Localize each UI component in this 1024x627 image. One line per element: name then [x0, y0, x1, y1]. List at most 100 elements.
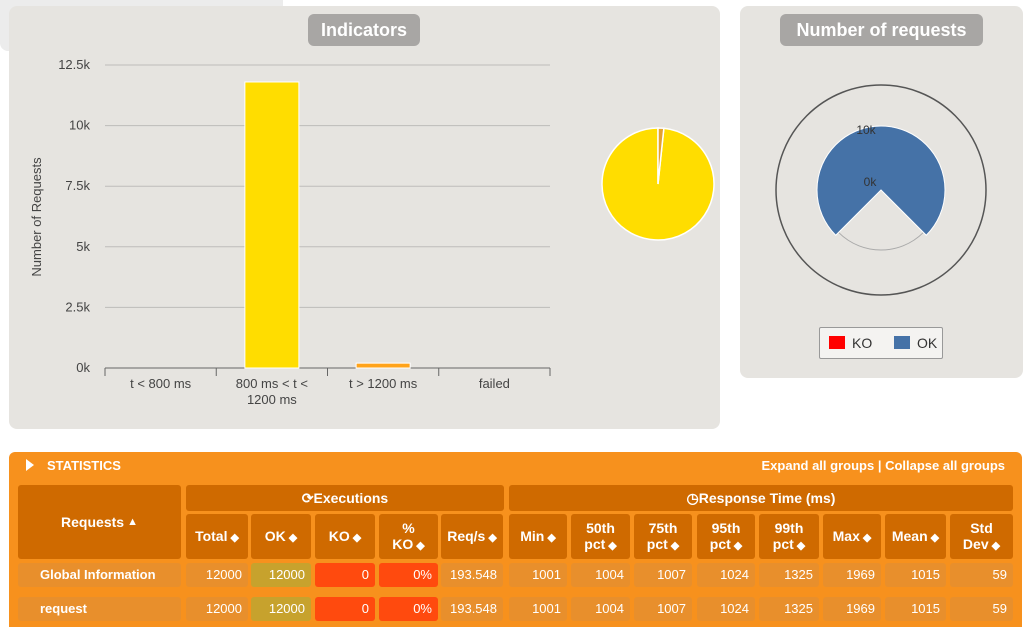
- table-cell: 193.548: [441, 563, 503, 587]
- table-cell: 1001: [509, 597, 567, 621]
- column-header-text: OK ◆: [264, 527, 298, 544]
- executions-group-header: ⟳ Executions: [186, 485, 504, 511]
- clock-icon: ◷: [686, 490, 699, 506]
- sort-icon[interactable]: ◆: [670, 539, 680, 552]
- column-header-text: 50th: [586, 519, 615, 536]
- table-cell: 1024: [697, 563, 755, 587]
- expand-all-groups-link[interactable]: Expand all groups: [761, 458, 875, 473]
- statistics-panel: STATISTICS Expand all groups | Collapse …: [9, 452, 1022, 627]
- column-header-ko[interactable]: % KO ◆: [379, 514, 438, 559]
- legend-ko-swatch[interactable]: [829, 336, 845, 349]
- bar: [244, 81, 300, 369]
- table-cell: 1015: [885, 563, 946, 587]
- column-header-label: Mean ◆: [892, 528, 939, 546]
- column-header-text: pct ◆: [646, 535, 680, 552]
- sort-icon[interactable]: ◆: [547, 531, 556, 544]
- column-header-text: Req/s ◆: [447, 527, 497, 544]
- table-cell: 1015: [885, 597, 946, 621]
- column-header-label: % KO ◆: [392, 520, 424, 554]
- sort-icon[interactable]: ◆: [488, 531, 497, 544]
- table-cell: 12000: [186, 597, 248, 621]
- x-tick-label: 800 ms < t <: [236, 376, 308, 391]
- y-axis-label: Number of Requests: [29, 157, 44, 277]
- requests-column-header[interactable]: Requests ▲: [18, 485, 181, 559]
- x-tick-label: 1200 ms: [247, 392, 297, 407]
- pie-slice: [657, 127, 665, 185]
- y-tick-label: 0k: [76, 360, 90, 375]
- sort-icon[interactable]: ◆: [608, 539, 617, 552]
- requests-header-label: Requests: [61, 514, 125, 530]
- sort-icon[interactable]: ◆: [991, 539, 1001, 552]
- sort-icon[interactable]: ◆: [416, 539, 425, 552]
- sort-icon[interactable]: ◆: [352, 531, 362, 544]
- bar: [355, 362, 411, 369]
- column-header-label: OK ◆: [265, 528, 297, 546]
- sort-icon[interactable]: ◆: [733, 539, 743, 552]
- table-row-name[interactable]: request: [18, 597, 181, 621]
- column-header-99th-pct[interactable]: 99th pct ◆: [759, 514, 819, 559]
- charts-canvas: 0k 2.5k 5k 7.5k 10k 12.5k Number of Requests t …: [29, 57, 987, 407]
- sort-icon[interactable]: ▲: [127, 516, 138, 528]
- table-cell: 0%: [379, 563, 438, 587]
- column-header-label: 75th pct ◆: [647, 520, 679, 554]
- column-header-label: Req/s ◆: [447, 528, 497, 546]
- link-separator: |: [874, 458, 886, 473]
- column-header-label: Max ◆: [833, 528, 872, 546]
- column-header-95th-pct[interactable]: 95th pct ◆: [697, 514, 755, 559]
- table-cell: 0%: [379, 597, 438, 621]
- column-header-label: 99th pct ◆: [773, 520, 805, 554]
- sort-icon[interactable]: ◆: [930, 531, 940, 544]
- column-header-mean[interactable]: Mean ◆: [885, 514, 946, 559]
- sort-icon[interactable]: ◆: [230, 531, 239, 544]
- table-cell: 59: [950, 597, 1013, 621]
- column-header-label: Min ◆: [520, 528, 556, 546]
- y-tick-label: 7.5k: [65, 178, 90, 193]
- table-cell: 1024: [697, 597, 755, 621]
- column-header-req-s[interactable]: Req/s ◆: [441, 514, 503, 559]
- x-tick-label: t < 800 ms: [130, 376, 192, 391]
- collapse-all-groups-link[interactable]: Collapse all groups: [885, 458, 1005, 473]
- table-cell: 0: [315, 597, 375, 621]
- column-header-std-dev[interactable]: Std Dev ◆: [950, 514, 1013, 559]
- column-header-text: Dev ◆: [962, 535, 1001, 552]
- legend-ok-swatch[interactable]: [894, 336, 910, 349]
- response-time-header-label: Response Time (ms): [698, 490, 836, 506]
- polar-ok-slice: [816, 125, 946, 236]
- table-cell: 1004: [571, 597, 630, 621]
- column-header-text: pct ◆: [772, 535, 806, 552]
- statistics-title[interactable]: STATISTICS: [47, 458, 121, 473]
- indicators-title: Indicators: [308, 14, 420, 46]
- table-cell: 1969: [823, 563, 881, 587]
- table-cell: 12000: [251, 597, 311, 621]
- executions-header-label: Executions: [313, 490, 389, 506]
- sort-icon[interactable]: ◆: [862, 531, 872, 544]
- column-header-50th-pct[interactable]: 50th pct ◆: [571, 514, 630, 559]
- executions-icon: ⟳: [301, 490, 314, 506]
- column-header-total[interactable]: Total ◆: [186, 514, 248, 559]
- column-header-text: Std: [970, 519, 993, 536]
- column-header-max[interactable]: Max ◆: [823, 514, 881, 559]
- table-cell: 1001: [509, 563, 567, 587]
- column-header-text: Max ◆: [832, 527, 872, 544]
- legend-ko-label[interactable]: KO: [852, 335, 873, 351]
- column-header-75th-pct[interactable]: 75th pct ◆: [634, 514, 692, 559]
- column-header-label: 95th pct ◆: [710, 520, 742, 554]
- response-time-group-header: ◷ Response Time (ms): [509, 485, 1013, 511]
- requests-title: Number of requests: [780, 14, 983, 46]
- table-cell: 59: [950, 563, 1013, 587]
- sort-icon[interactable]: ◆: [288, 531, 298, 544]
- y-tick-label: 5k: [76, 239, 90, 254]
- column-header-ko[interactable]: KO ◆: [315, 514, 375, 559]
- column-header-text: KO ◆: [328, 527, 362, 544]
- legend-ok-label[interactable]: OK: [917, 335, 938, 351]
- table-cell: 1325: [759, 563, 819, 587]
- column-header-min[interactable]: Min ◆: [509, 514, 567, 559]
- expand-triangle-icon[interactable]: [26, 459, 34, 471]
- column-header-ok[interactable]: OK ◆: [251, 514, 311, 559]
- sort-icon[interactable]: ◆: [796, 539, 806, 552]
- statistics-header: STATISTICS Expand all groups | Collapse …: [9, 452, 1022, 478]
- table-cell: 1004: [571, 563, 630, 587]
- group-links: Expand all groups | Collapse all groups: [762, 458, 1005, 473]
- polar-tick-label: 10k: [856, 123, 876, 137]
- table-row-name: Global Information: [18, 563, 181, 587]
